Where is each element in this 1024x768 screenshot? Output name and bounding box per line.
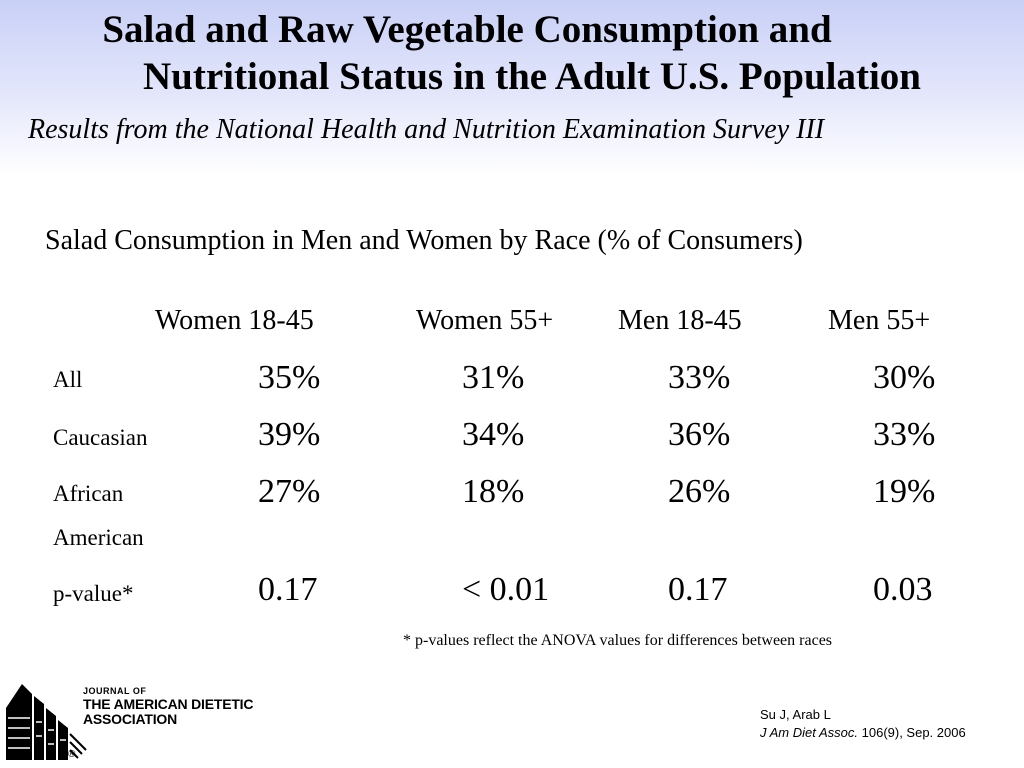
table-cell: 33% [873, 416, 936, 453]
table-cell: 34% [462, 416, 525, 453]
row-label-p-value: p-value* [53, 581, 134, 606]
table-cell: 0.17 [258, 571, 318, 608]
table-cell: 31% [462, 359, 525, 396]
logo-line-3: ASSOCIATION [83, 711, 177, 727]
slide-title: Salad and Raw Vegetable Consumption and … [0, 6, 1024, 100]
table-cell: 0.03 [873, 571, 933, 608]
table-cell: 0.17 [668, 571, 728, 608]
header-band [0, 0, 1024, 175]
column-header-men-18-45: Men 18-45 [618, 305, 742, 336]
slide-title-line-1: Salad and Raw Vegetable Consumption and [102, 8, 832, 51]
row-label-all: All [53, 367, 83, 392]
citation-source: J Am Diet Assoc. 106(9), Sep. 2006 [760, 724, 966, 742]
table-cell: 35% [258, 359, 321, 396]
table-cell: 26% [668, 473, 731, 510]
slide-subtitle: Results from the National Health and Nut… [28, 114, 825, 145]
table-cell: 27% [258, 473, 321, 510]
logo-line-2: THE AMERICAN DIETETIC [83, 696, 254, 712]
footnote: * p-values reflect the ANOVA values for … [403, 632, 833, 649]
row-label-african-american: African American [53, 481, 144, 550]
citation-details: 106(9), Sep. 2006 [858, 725, 966, 740]
row-label-caucasian: Caucasian [53, 425, 148, 450]
column-header-women-18-45: Women 18-45 [155, 305, 314, 336]
column-header-men-55: Men 55+ [828, 305, 931, 336]
table-cell: 36% [668, 416, 731, 453]
column-header-women-55: Women 55+ [416, 305, 554, 336]
citation-journal: J Am Diet Assoc. [760, 725, 859, 740]
table-title: Salad Consumption in Men and Women by Ra… [45, 225, 803, 256]
citation-authors: Su J, Arab L [760, 707, 831, 722]
journal-logo-icon [6, 684, 87, 760]
table-cell: 30% [873, 359, 936, 396]
table-cell: 39% [258, 416, 321, 453]
citation: Su J, Arab L J Am Diet Assoc. 106(9), Se… [760, 706, 966, 742]
table-cell: < 0.01 [462, 571, 550, 608]
journal-logo-text: JOURNAL OF THE AMERICAN DIETETIC ASSOCIA… [83, 686, 253, 727]
table-cell: 33% [668, 359, 731, 396]
slide-title-line-2: Nutritional Status in the Adult U.S. Pop… [142, 55, 921, 98]
table-cell: 19% [873, 473, 936, 510]
registered-mark: ® [68, 749, 76, 760]
logo-line-1: JOURNAL OF [83, 686, 147, 696]
table-cell: 18% [462, 473, 525, 510]
